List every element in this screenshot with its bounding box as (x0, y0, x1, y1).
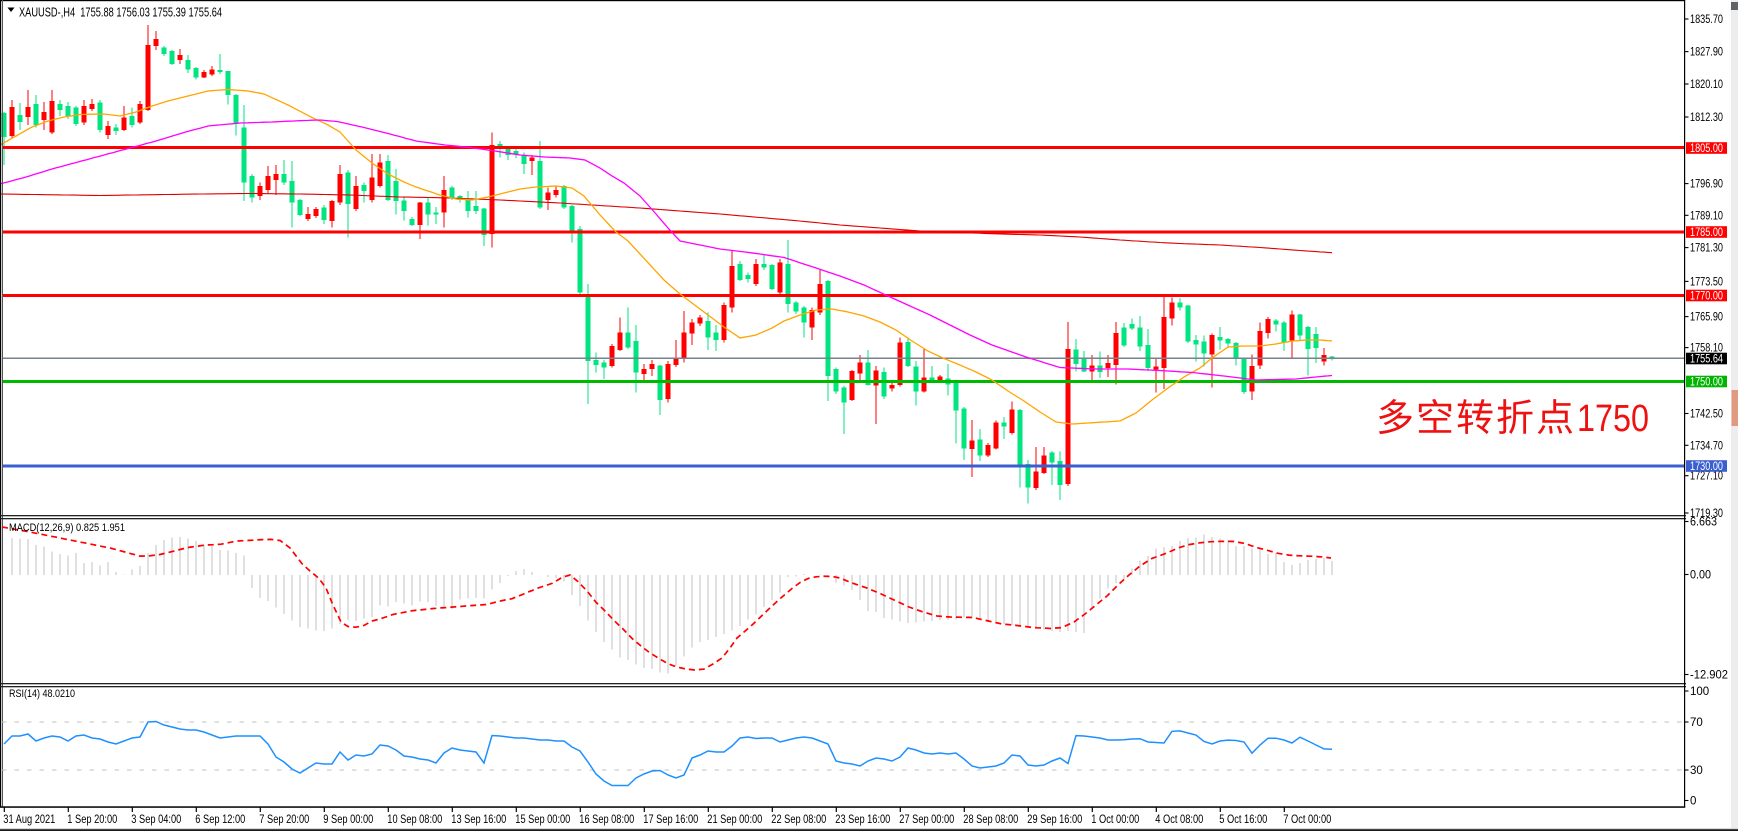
svg-text:1789.10: 1789.10 (1690, 210, 1723, 222)
svg-text:0: 0 (1690, 796, 1696, 808)
svg-text:1 Oct 00:00: 1 Oct 00:00 (1091, 814, 1139, 826)
svg-text:1750: 1750 (1577, 398, 1649, 440)
svg-text:1734.70: 1734.70 (1690, 440, 1723, 452)
svg-text:29 Sep 16:00: 29 Sep 16:00 (1027, 814, 1082, 826)
svg-text:5 Oct 16:00: 5 Oct 16:00 (1219, 814, 1267, 826)
svg-text:1827.90: 1827.90 (1690, 47, 1723, 59)
svg-text:13 Sep 16:00: 13 Sep 16:00 (451, 814, 506, 826)
svg-text:31 Aug 2021: 31 Aug 2021 (3, 814, 55, 826)
svg-text:1796.90: 1796.90 (1690, 179, 1723, 191)
svg-text:1755.64: 1755.64 (1690, 354, 1723, 366)
svg-text:16 Sep 08:00: 16 Sep 08:00 (579, 814, 634, 826)
svg-text:1742.50: 1742.50 (1690, 409, 1723, 421)
svg-text:1770.00: 1770.00 (1690, 291, 1723, 303)
svg-text:0.00: 0.00 (1690, 570, 1711, 582)
svg-text:30: 30 (1690, 765, 1703, 777)
svg-text:27 Sep 00:00: 27 Sep 00:00 (899, 814, 954, 826)
svg-text:-12.902: -12.902 (1690, 670, 1728, 682)
svg-text:1785.00: 1785.00 (1690, 227, 1723, 239)
svg-text:1812.30: 1812.30 (1690, 112, 1723, 124)
svg-text:7 Oct 00:00: 7 Oct 00:00 (1283, 814, 1331, 826)
svg-text:100: 100 (1690, 686, 1709, 698)
svg-text:4 Oct 08:00: 4 Oct 08:00 (1155, 814, 1203, 826)
svg-text:1750.00: 1750.00 (1690, 377, 1723, 389)
svg-text:6.663: 6.663 (1690, 517, 1717, 529)
svg-text:1781.30: 1781.30 (1690, 243, 1723, 255)
svg-text:3 Sep 04:00: 3 Sep 04:00 (131, 814, 181, 826)
svg-text:1773.50: 1773.50 (1690, 276, 1723, 288)
svg-text:70: 70 (1690, 717, 1703, 729)
svg-text:1805.00: 1805.00 (1690, 143, 1723, 155)
svg-text:10 Sep 08:00: 10 Sep 08:00 (387, 814, 442, 826)
svg-text:6 Sep 12:00: 6 Sep 12:00 (195, 814, 245, 826)
svg-text:RSI(14) 48.0210: RSI(14) 48.0210 (9, 688, 75, 700)
svg-text:9 Sep 00:00: 9 Sep 00:00 (323, 814, 373, 826)
svg-text:1758.10: 1758.10 (1690, 343, 1723, 355)
svg-text:22 Sep 08:00: 22 Sep 08:00 (771, 814, 826, 826)
svg-text:1765.90: 1765.90 (1690, 312, 1723, 324)
svg-text:1719.30: 1719.30 (1690, 508, 1723, 520)
svg-text:1730.00: 1730.00 (1690, 461, 1723, 473)
svg-text:28 Sep 08:00: 28 Sep 08:00 (963, 814, 1018, 826)
svg-text:XAUUSD-,H4 1755.88 1756.03 17: XAUUSD-,H4 1755.88 1756.03 1755.39 1755.… (19, 6, 222, 20)
svg-text:1820.10: 1820.10 (1690, 79, 1723, 91)
svg-text:23 Sep 16:00: 23 Sep 16:00 (835, 814, 890, 826)
svg-text:MACD(12,26,9) 0.825 1.951: MACD(12,26,9) 0.825 1.951 (9, 522, 125, 534)
svg-text:15 Sep 00:00: 15 Sep 00:00 (515, 814, 570, 826)
svg-text:1835.70: 1835.70 (1690, 14, 1723, 26)
svg-text:1727.10: 1727.10 (1690, 471, 1723, 483)
svg-text:21 Sep 00:00: 21 Sep 00:00 (707, 814, 762, 826)
svg-text:7 Sep 20:00: 7 Sep 20:00 (259, 814, 309, 826)
svg-text:1 Sep 20:00: 1 Sep 20:00 (67, 814, 117, 826)
svg-text:17 Sep 16:00: 17 Sep 16:00 (643, 814, 698, 826)
